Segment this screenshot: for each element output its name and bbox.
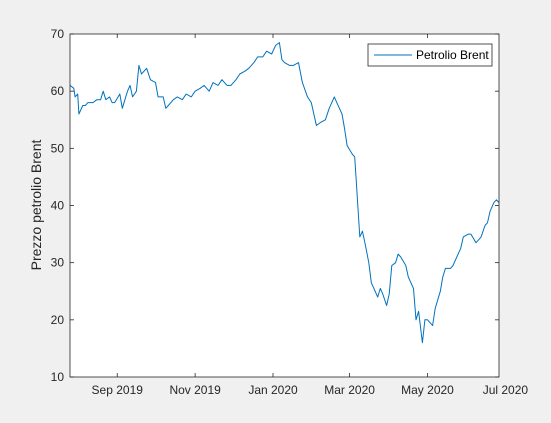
x-tick-label: Nov 2019 [169,383,221,397]
y-tick-label: 30 [51,256,65,270]
y-axis-label: Prezzo petrolio Brent [28,140,44,271]
x-axis: Sep 2019 Nov 2019 Jan 2020 Mar 2020 May 2020… [92,34,529,397]
legend: Petrolio Brent [367,43,493,67]
x-tick-label: Jan 2020 [248,383,298,397]
y-tick-label: 60 [51,84,65,98]
y-axis: 10 20 30 40 50 60 70 [51,27,499,384]
y-tick-label: 50 [51,141,65,155]
y-tick-label: 40 [51,199,65,213]
legend-box [367,43,493,67]
y-tick-label: 20 [51,313,65,327]
legend-label-petrolio-brent: Petrolio Brent [416,48,489,62]
y-tick-label: 70 [51,27,65,41]
x-tick-label: Jul 2020 [483,383,529,397]
x-tick-label: Sep 2019 [92,383,144,397]
series-layer [69,42,500,344]
plot-area [70,34,499,377]
series-line-petrolio-brent [69,42,500,344]
x-tick-label: May 2020 [401,383,454,397]
x-tick-label: Mar 2020 [324,383,375,397]
y-tick-label: 10 [51,370,65,384]
